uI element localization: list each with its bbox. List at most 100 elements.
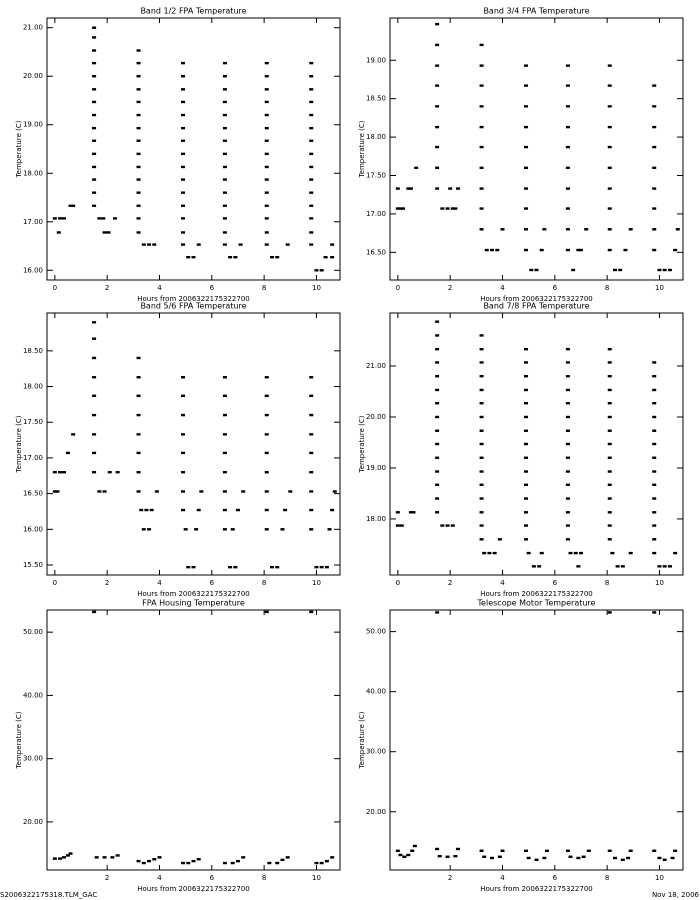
data-point: [186, 565, 191, 569]
data-point: [607, 483, 612, 486]
data-point: [283, 508, 288, 512]
data-point: [181, 394, 186, 398]
data-point: [101, 217, 106, 220]
data-point: [264, 508, 269, 512]
data-point: [222, 861, 227, 865]
data-point: [285, 243, 290, 246]
data-point: [309, 490, 314, 493]
data-point: [264, 470, 269, 474]
data-point: [435, 84, 440, 87]
data-point: [191, 255, 196, 259]
x-tick-label: 6: [210, 579, 215, 587]
x-tick-label: 8: [262, 579, 266, 587]
data-point: [479, 43, 484, 47]
data-point: [534, 268, 539, 272]
x-tick-label: 0: [53, 579, 57, 587]
data-point: [607, 248, 612, 252]
data-point: [92, 178, 97, 181]
data-point: [319, 565, 324, 569]
data-point: [181, 165, 186, 169]
data-point: [113, 217, 118, 220]
data-point: [92, 610, 97, 614]
data-point: [92, 126, 97, 130]
data-point: [652, 187, 657, 190]
data-point: [264, 243, 269, 246]
data-point: [136, 413, 141, 417]
data-point: [181, 152, 186, 156]
data-point: [115, 470, 120, 474]
y-axis-label: Temperature (C): [15, 415, 23, 473]
data-point: [652, 145, 657, 149]
data-point: [440, 524, 445, 527]
data-point: [657, 565, 662, 568]
data-point: [65, 854, 70, 857]
data-point: [222, 490, 227, 493]
data-point: [414, 166, 419, 170]
y-tick-label: 18.50: [366, 95, 386, 103]
data-point: [309, 178, 314, 181]
data-point: [435, 497, 440, 500]
data-point: [524, 483, 529, 486]
y-tick-label: 50.00: [23, 628, 43, 636]
data-point: [412, 844, 417, 848]
data-point: [565, 483, 570, 486]
data-point: [435, 320, 440, 323]
data-point: [152, 858, 157, 861]
data-point: [565, 388, 570, 392]
data-point: [136, 88, 141, 91]
data-point: [147, 528, 152, 531]
data-point: [267, 861, 272, 865]
data-point: [181, 217, 186, 220]
data-point: [673, 849, 678, 852]
data-point: [497, 855, 502, 858]
data-point: [136, 394, 141, 398]
data-point: [435, 456, 440, 459]
data-point: [623, 248, 628, 252]
data-point: [571, 268, 576, 272]
data-point: [102, 231, 107, 234]
data-point: [309, 470, 314, 474]
y-tick-label: 17.50: [366, 172, 386, 180]
data-point: [652, 538, 657, 541]
data-point: [408, 187, 413, 190]
data-point: [181, 113, 186, 117]
data-point: [406, 187, 411, 190]
data-point: [565, 429, 570, 432]
plot-frame: [46, 17, 341, 281]
data-point: [581, 855, 586, 858]
data-point: [309, 217, 314, 220]
x-tick-label: 4: [157, 284, 162, 292]
data-point: [395, 524, 400, 527]
data-point: [482, 551, 487, 555]
data-point: [92, 88, 97, 91]
data-point: [435, 43, 440, 47]
data-point: [280, 858, 285, 862]
x-tick-label: 8: [605, 579, 609, 587]
data-point: [479, 207, 484, 210]
data-point: [652, 849, 657, 852]
data-point: [92, 470, 97, 474]
data-point: [524, 511, 529, 514]
data-point: [652, 511, 657, 514]
y-tick-label: 18.00: [366, 133, 386, 141]
data-point: [222, 178, 227, 181]
data-point: [52, 470, 57, 474]
data-point: [264, 204, 269, 207]
data-point: [565, 125, 570, 129]
data-point: [107, 470, 112, 474]
data-point: [479, 470, 484, 473]
data-point: [102, 856, 107, 859]
data-point: [445, 207, 450, 210]
data-point: [607, 456, 612, 459]
y-tick-label: 50.00: [366, 628, 386, 636]
data-point: [607, 228, 612, 231]
data-point: [269, 565, 274, 569]
data-point: [524, 347, 529, 351]
data-point: [607, 470, 612, 473]
data-point: [92, 139, 97, 142]
data-point: [524, 497, 529, 500]
data-point: [136, 113, 141, 117]
data-point: [324, 565, 329, 569]
data-point: [309, 231, 314, 234]
data-point: [673, 551, 678, 555]
